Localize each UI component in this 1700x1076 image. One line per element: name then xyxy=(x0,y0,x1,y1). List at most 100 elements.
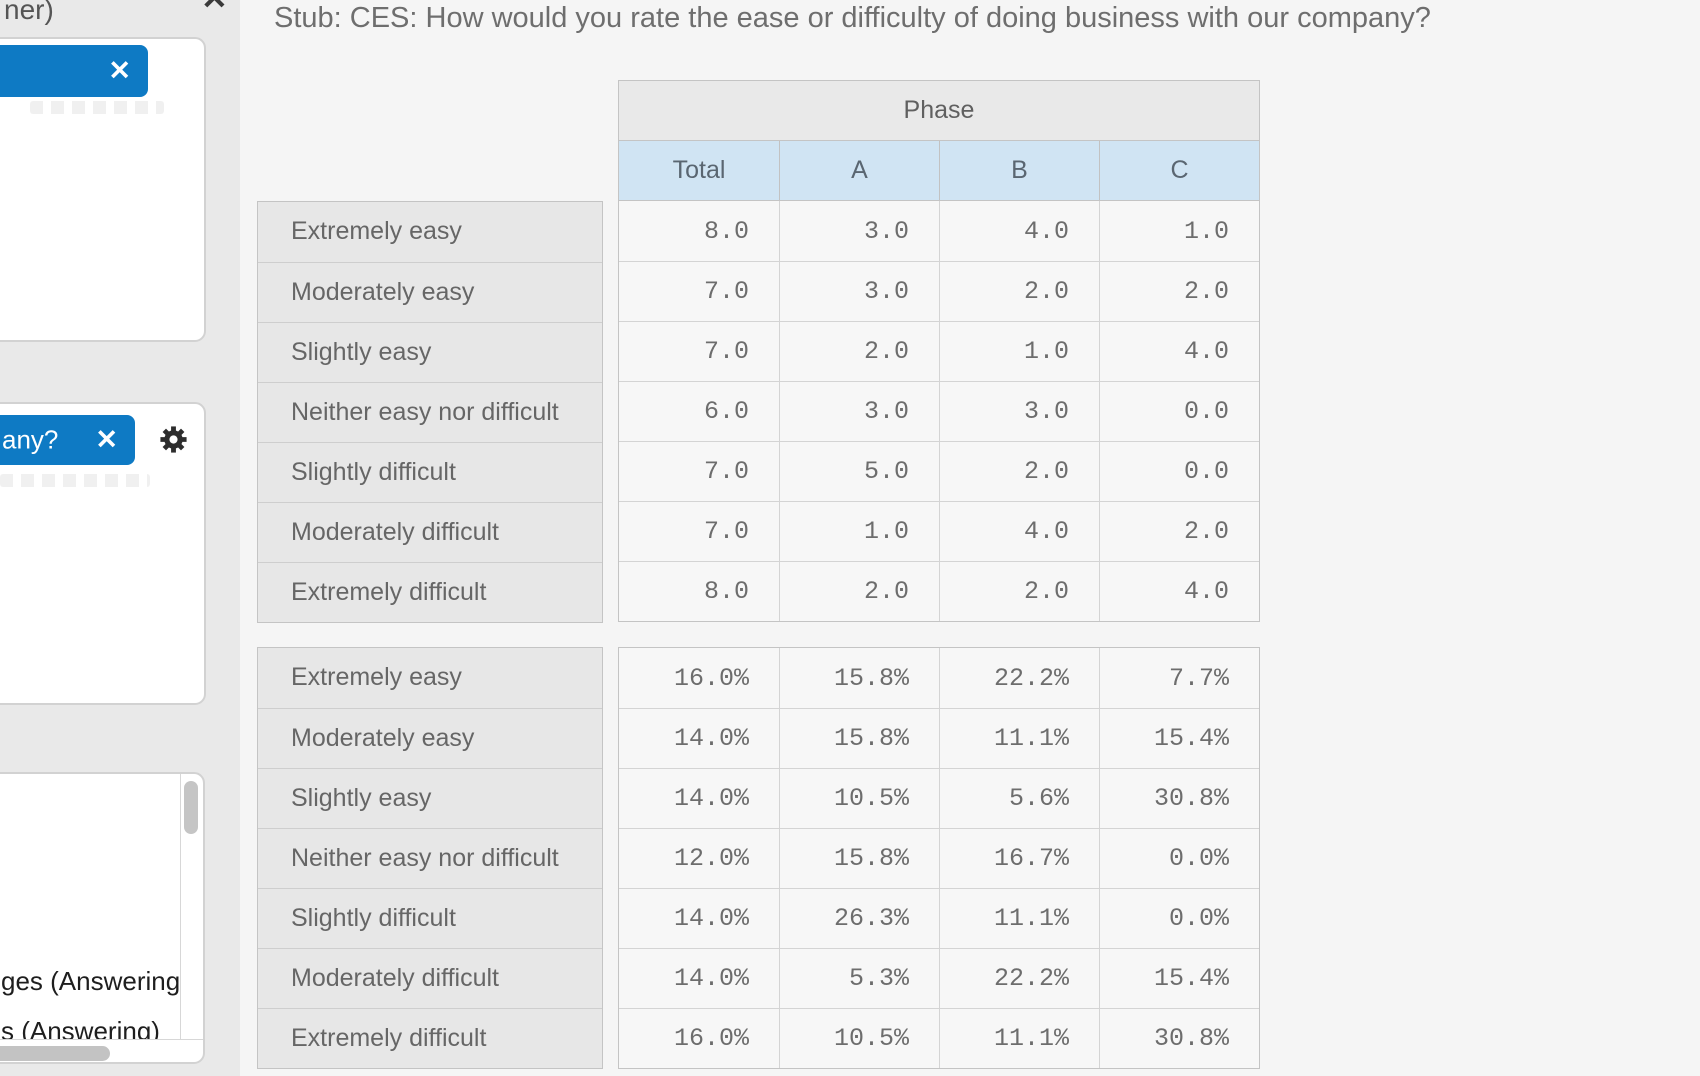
percent-cell: 15.4% xyxy=(1099,949,1259,1008)
chip-close-icon[interactable]: ✕ xyxy=(108,55,131,86)
percent-cell: 22.2% xyxy=(939,949,1099,1008)
count-cell: 7.0 xyxy=(703,517,749,546)
stub-row-label: Extremely easy xyxy=(291,663,462,691)
stub-row-label: Moderately easy xyxy=(258,262,602,322)
variable-chip[interactable]: ✕ xyxy=(0,45,148,97)
count-cell: 1.0 xyxy=(939,322,1099,381)
count-cell: 3.0 xyxy=(779,262,939,321)
count-cell: 2.0 xyxy=(779,322,939,381)
percent-cell: 16.0% xyxy=(673,663,749,693)
count-cell: 1.0 xyxy=(1099,201,1259,261)
percent-cell: 0.0% xyxy=(1099,889,1259,948)
count-cell: 2.0 xyxy=(939,262,1099,321)
count-cell: 3.0 xyxy=(779,382,939,441)
percent-cell: 22.2% xyxy=(939,648,1099,708)
stub-dropzone-card: any? ✕ xyxy=(0,402,206,705)
table-row: 8.0 2.0 2.0 4.0 xyxy=(619,561,1259,621)
banner-header-cell: Phase xyxy=(618,80,1260,141)
count-cell: 7.0 xyxy=(703,277,749,306)
stub-row-label: Extremely difficult xyxy=(258,1008,602,1068)
table-row: 12.0% 15.8% 16.7% 0.0% xyxy=(619,828,1259,888)
divider xyxy=(0,1039,203,1040)
percent-cell: 11.1% xyxy=(939,709,1099,768)
percent-cell: 14.0% xyxy=(673,724,749,753)
count-cell: 0.0 xyxy=(1099,382,1259,441)
percent-cell: 0.0% xyxy=(1099,829,1259,888)
counts-table: Phase Total A B C 8.0 3.0 4.0 1.0 7.0 3.… xyxy=(618,80,1260,622)
list-item[interactable]: s (Answering) xyxy=(1,1016,160,1039)
column-header-b: B xyxy=(939,141,1099,200)
count-cell: 6.0 xyxy=(703,397,749,426)
variable-chip[interactable]: any? ✕ xyxy=(0,415,135,465)
drop-hint-ghost xyxy=(0,474,150,487)
count-cell: 4.0 xyxy=(939,201,1099,261)
table-row: 7.0 3.0 2.0 2.0 xyxy=(619,261,1259,321)
banner-dropzone-card: ✕ xyxy=(0,37,206,342)
gear-icon[interactable] xyxy=(158,424,189,455)
count-cell: 4.0 xyxy=(1099,322,1259,381)
stub-row-label: Slightly easy xyxy=(258,768,602,828)
horizontal-scrollbar-thumb[interactable] xyxy=(0,1046,110,1061)
count-cell: 2.0 xyxy=(1099,262,1259,321)
count-cell: 3.0 xyxy=(939,382,1099,441)
column-header-a: A xyxy=(779,141,939,200)
percent-cell: 14.0% xyxy=(673,904,749,933)
chip-close-icon[interactable]: ✕ xyxy=(95,424,118,455)
crosstab-sidebar: ner) ✕ ✕ any? ✕ xyxy=(0,0,240,1076)
drop-hint-ghost xyxy=(30,101,164,114)
count-cell: 5.0 xyxy=(779,442,939,501)
table-row: 14.0% 5.3% 22.2% 15.4% xyxy=(619,948,1259,1008)
table-row: 8.0 3.0 4.0 1.0 xyxy=(619,201,1259,261)
percent-cell: 15.8% xyxy=(779,829,939,888)
percent-cell: 10.5% xyxy=(779,769,939,828)
stub-row-label: Moderately easy xyxy=(258,708,602,768)
stub-row-label: Slightly difficult xyxy=(258,888,602,948)
chip-label: any? xyxy=(2,424,59,455)
percent-cell: 16.0% xyxy=(673,1024,749,1053)
count-cell: 7.0 xyxy=(703,337,749,366)
count-cell: 3.0 xyxy=(779,201,939,261)
percent-cell: 11.1% xyxy=(939,889,1099,948)
percent-cell: 15.8% xyxy=(779,648,939,708)
variable-list-card: ges (Answering s (Answering) xyxy=(0,772,205,1064)
percent-cell: 5.6% xyxy=(939,769,1099,828)
percent-cell: 14.0% xyxy=(673,784,749,813)
count-cell: 2.0 xyxy=(939,562,1099,621)
count-cell: 7.0 xyxy=(703,457,749,486)
stub-row-label: Extremely difficult xyxy=(258,562,602,622)
table-row: 6.0 3.0 3.0 0.0 xyxy=(619,381,1259,441)
count-cell: 8.0 xyxy=(703,577,749,606)
percent-cell: 26.3% xyxy=(779,889,939,948)
stub-row-label: Moderately difficult xyxy=(258,502,602,562)
count-cell: 2.0 xyxy=(1099,502,1259,561)
stub-question-title: Stub: CES: How would you rate the ease o… xyxy=(274,2,1431,34)
stub-row-label: Slightly easy xyxy=(258,322,602,382)
variable-list-viewport: ges (Answering s (Answering) xyxy=(0,774,181,1039)
percent-cell: 30.8% xyxy=(1099,1009,1259,1068)
count-cell: 2.0 xyxy=(939,442,1099,501)
count-cell: 8.0 xyxy=(703,216,749,246)
count-cell: 2.0 xyxy=(779,562,939,621)
count-cell: 4.0 xyxy=(939,502,1099,561)
divider xyxy=(180,774,181,1039)
table-row: 16.0% 10.5% 11.1% 30.8% xyxy=(619,1008,1259,1068)
close-icon[interactable]: ✕ xyxy=(201,0,228,14)
percent-cell: 15.8% xyxy=(779,709,939,768)
table-row: 7.0 5.0 2.0 0.0 xyxy=(619,441,1259,501)
column-header-c: C xyxy=(1099,141,1259,200)
stub-labels-counts: Extremely easy Moderately easy Slightly … xyxy=(257,201,603,623)
table-row: 14.0% 10.5% 5.6% 30.8% xyxy=(619,768,1259,828)
vertical-scrollbar-thumb[interactable] xyxy=(184,781,198,834)
table-row: 7.0 1.0 4.0 2.0 xyxy=(619,501,1259,561)
count-cell: 0.0 xyxy=(1099,442,1259,501)
column-header-total: Total xyxy=(672,156,726,184)
stub-row-label: Neither easy nor difficult xyxy=(258,828,602,888)
list-item[interactable]: ges (Answering xyxy=(1,966,181,996)
table-row: 14.0% 15.8% 11.1% 15.4% xyxy=(619,708,1259,768)
percent-cell: 11.1% xyxy=(939,1009,1099,1068)
counts-grid: 8.0 3.0 4.0 1.0 7.0 3.0 2.0 2.0 7.0 2.0 … xyxy=(618,201,1260,622)
stub-row-label: Slightly difficult xyxy=(258,442,602,502)
stub-labels-percents: Extremely easy Moderately easy Slightly … xyxy=(257,647,603,1069)
stub-row-label: Neither easy nor difficult xyxy=(258,382,602,442)
